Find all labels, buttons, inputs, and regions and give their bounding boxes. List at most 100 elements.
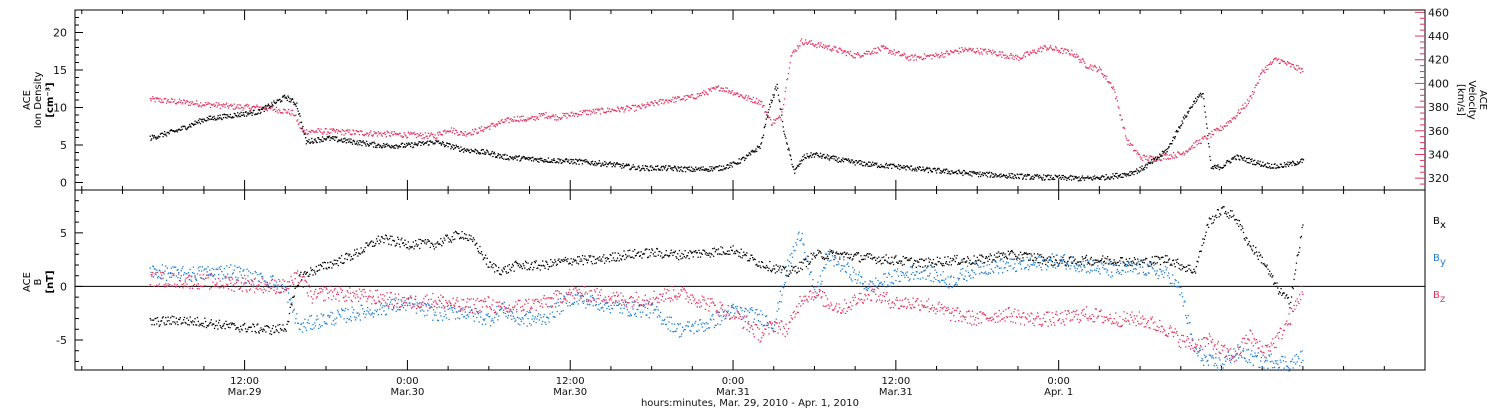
velocity-point	[231, 104, 234, 107]
density-point	[560, 162, 562, 164]
bx-point	[1151, 256, 1153, 258]
bx-point	[512, 265, 514, 267]
velocity-point	[726, 90, 728, 92]
density-point	[1262, 161, 1264, 163]
velocity-point	[1248, 100, 1250, 102]
density-point	[834, 155, 836, 158]
velocity-point	[778, 116, 780, 118]
bx-point	[1103, 260, 1105, 262]
velocity-point	[1081, 58, 1083, 60]
velocity-point	[474, 128, 476, 130]
bx-point	[924, 265, 926, 267]
velocity-point	[521, 120, 523, 122]
velocity-point	[885, 47, 887, 49]
by-point	[235, 276, 237, 278]
velocity-point	[1028, 54, 1031, 56]
density-point	[1039, 174, 1041, 177]
bx-point	[894, 256, 896, 258]
density-point	[460, 146, 462, 148]
density-point	[543, 159, 546, 161]
velocity-point	[1150, 155, 1153, 158]
density-point	[777, 94, 780, 96]
bx-point	[295, 285, 297, 288]
density-point	[967, 173, 969, 175]
bx-point	[612, 257, 615, 259]
bx-point	[253, 326, 256, 328]
bx-point	[389, 235, 392, 237]
velocity-point	[476, 132, 478, 134]
bx-point	[1266, 264, 1268, 266]
velocity-point	[901, 54, 904, 56]
density-point	[1173, 136, 1175, 138]
velocity-point	[615, 110, 617, 112]
velocity-point	[576, 112, 578, 115]
bx-point	[632, 250, 634, 252]
velocity-point	[952, 51, 954, 53]
velocity-point	[710, 90, 712, 92]
bx-point	[787, 275, 789, 277]
density-point	[233, 116, 235, 118]
velocity-point	[1007, 57, 1009, 59]
bx-point	[713, 247, 716, 249]
density-point	[533, 158, 535, 160]
velocity-point	[457, 134, 459, 136]
bx-point	[227, 323, 229, 326]
density-point	[330, 137, 332, 139]
velocity-point	[662, 99, 664, 101]
bx-point	[1282, 292, 1285, 294]
velocity-point	[1242, 107, 1245, 109]
bx-point	[463, 238, 465, 240]
density-point	[673, 166, 675, 169]
bx-point	[730, 246, 732, 248]
bx-point	[1129, 264, 1132, 266]
by-point	[196, 273, 199, 275]
bx-point	[1216, 216, 1218, 219]
by-point	[316, 315, 318, 317]
by-point	[178, 280, 181, 282]
velocity-point	[792, 50, 794, 52]
density-point	[1136, 172, 1138, 174]
density-point	[429, 140, 431, 142]
bx-point	[891, 256, 893, 258]
density-point	[462, 148, 464, 150]
density-point	[1186, 111, 1189, 113]
density-point	[321, 140, 323, 143]
bx-point	[660, 255, 662, 257]
density-point	[1161, 150, 1164, 152]
velocity-point	[621, 106, 623, 108]
density-point	[1081, 177, 1083, 179]
bx-point	[964, 261, 966, 263]
velocity-point	[917, 55, 919, 58]
density-point	[795, 167, 797, 169]
velocity-point	[1016, 55, 1018, 57]
bx-point	[990, 255, 992, 257]
density-point	[783, 133, 786, 135]
velocity-point	[928, 55, 930, 58]
bx-point	[395, 244, 397, 246]
density-point	[1138, 170, 1140, 172]
bx-point	[1002, 252, 1005, 254]
velocity-point	[686, 94, 689, 97]
density-point	[939, 172, 941, 174]
bx-point	[994, 260, 996, 262]
velocity-point	[896, 52, 898, 54]
density-point	[631, 166, 633, 168]
by-point	[272, 275, 274, 277]
bx-point	[1299, 237, 1302, 239]
density-point	[855, 160, 858, 162]
density-point	[515, 155, 517, 157]
bx-point	[854, 253, 856, 255]
density-point	[268, 104, 270, 107]
velocity-point	[632, 104, 634, 107]
density-point	[891, 163, 894, 166]
bx-point	[1202, 238, 1204, 240]
velocity-point	[1014, 56, 1016, 58]
density-point	[451, 146, 453, 149]
bx-point	[488, 266, 490, 268]
velocity-point	[313, 131, 315, 133]
velocity-point	[1269, 61, 1272, 63]
velocity-point	[832, 49, 834, 51]
bx-point	[656, 247, 658, 250]
velocity-point	[226, 102, 228, 104]
density-point	[430, 141, 432, 143]
